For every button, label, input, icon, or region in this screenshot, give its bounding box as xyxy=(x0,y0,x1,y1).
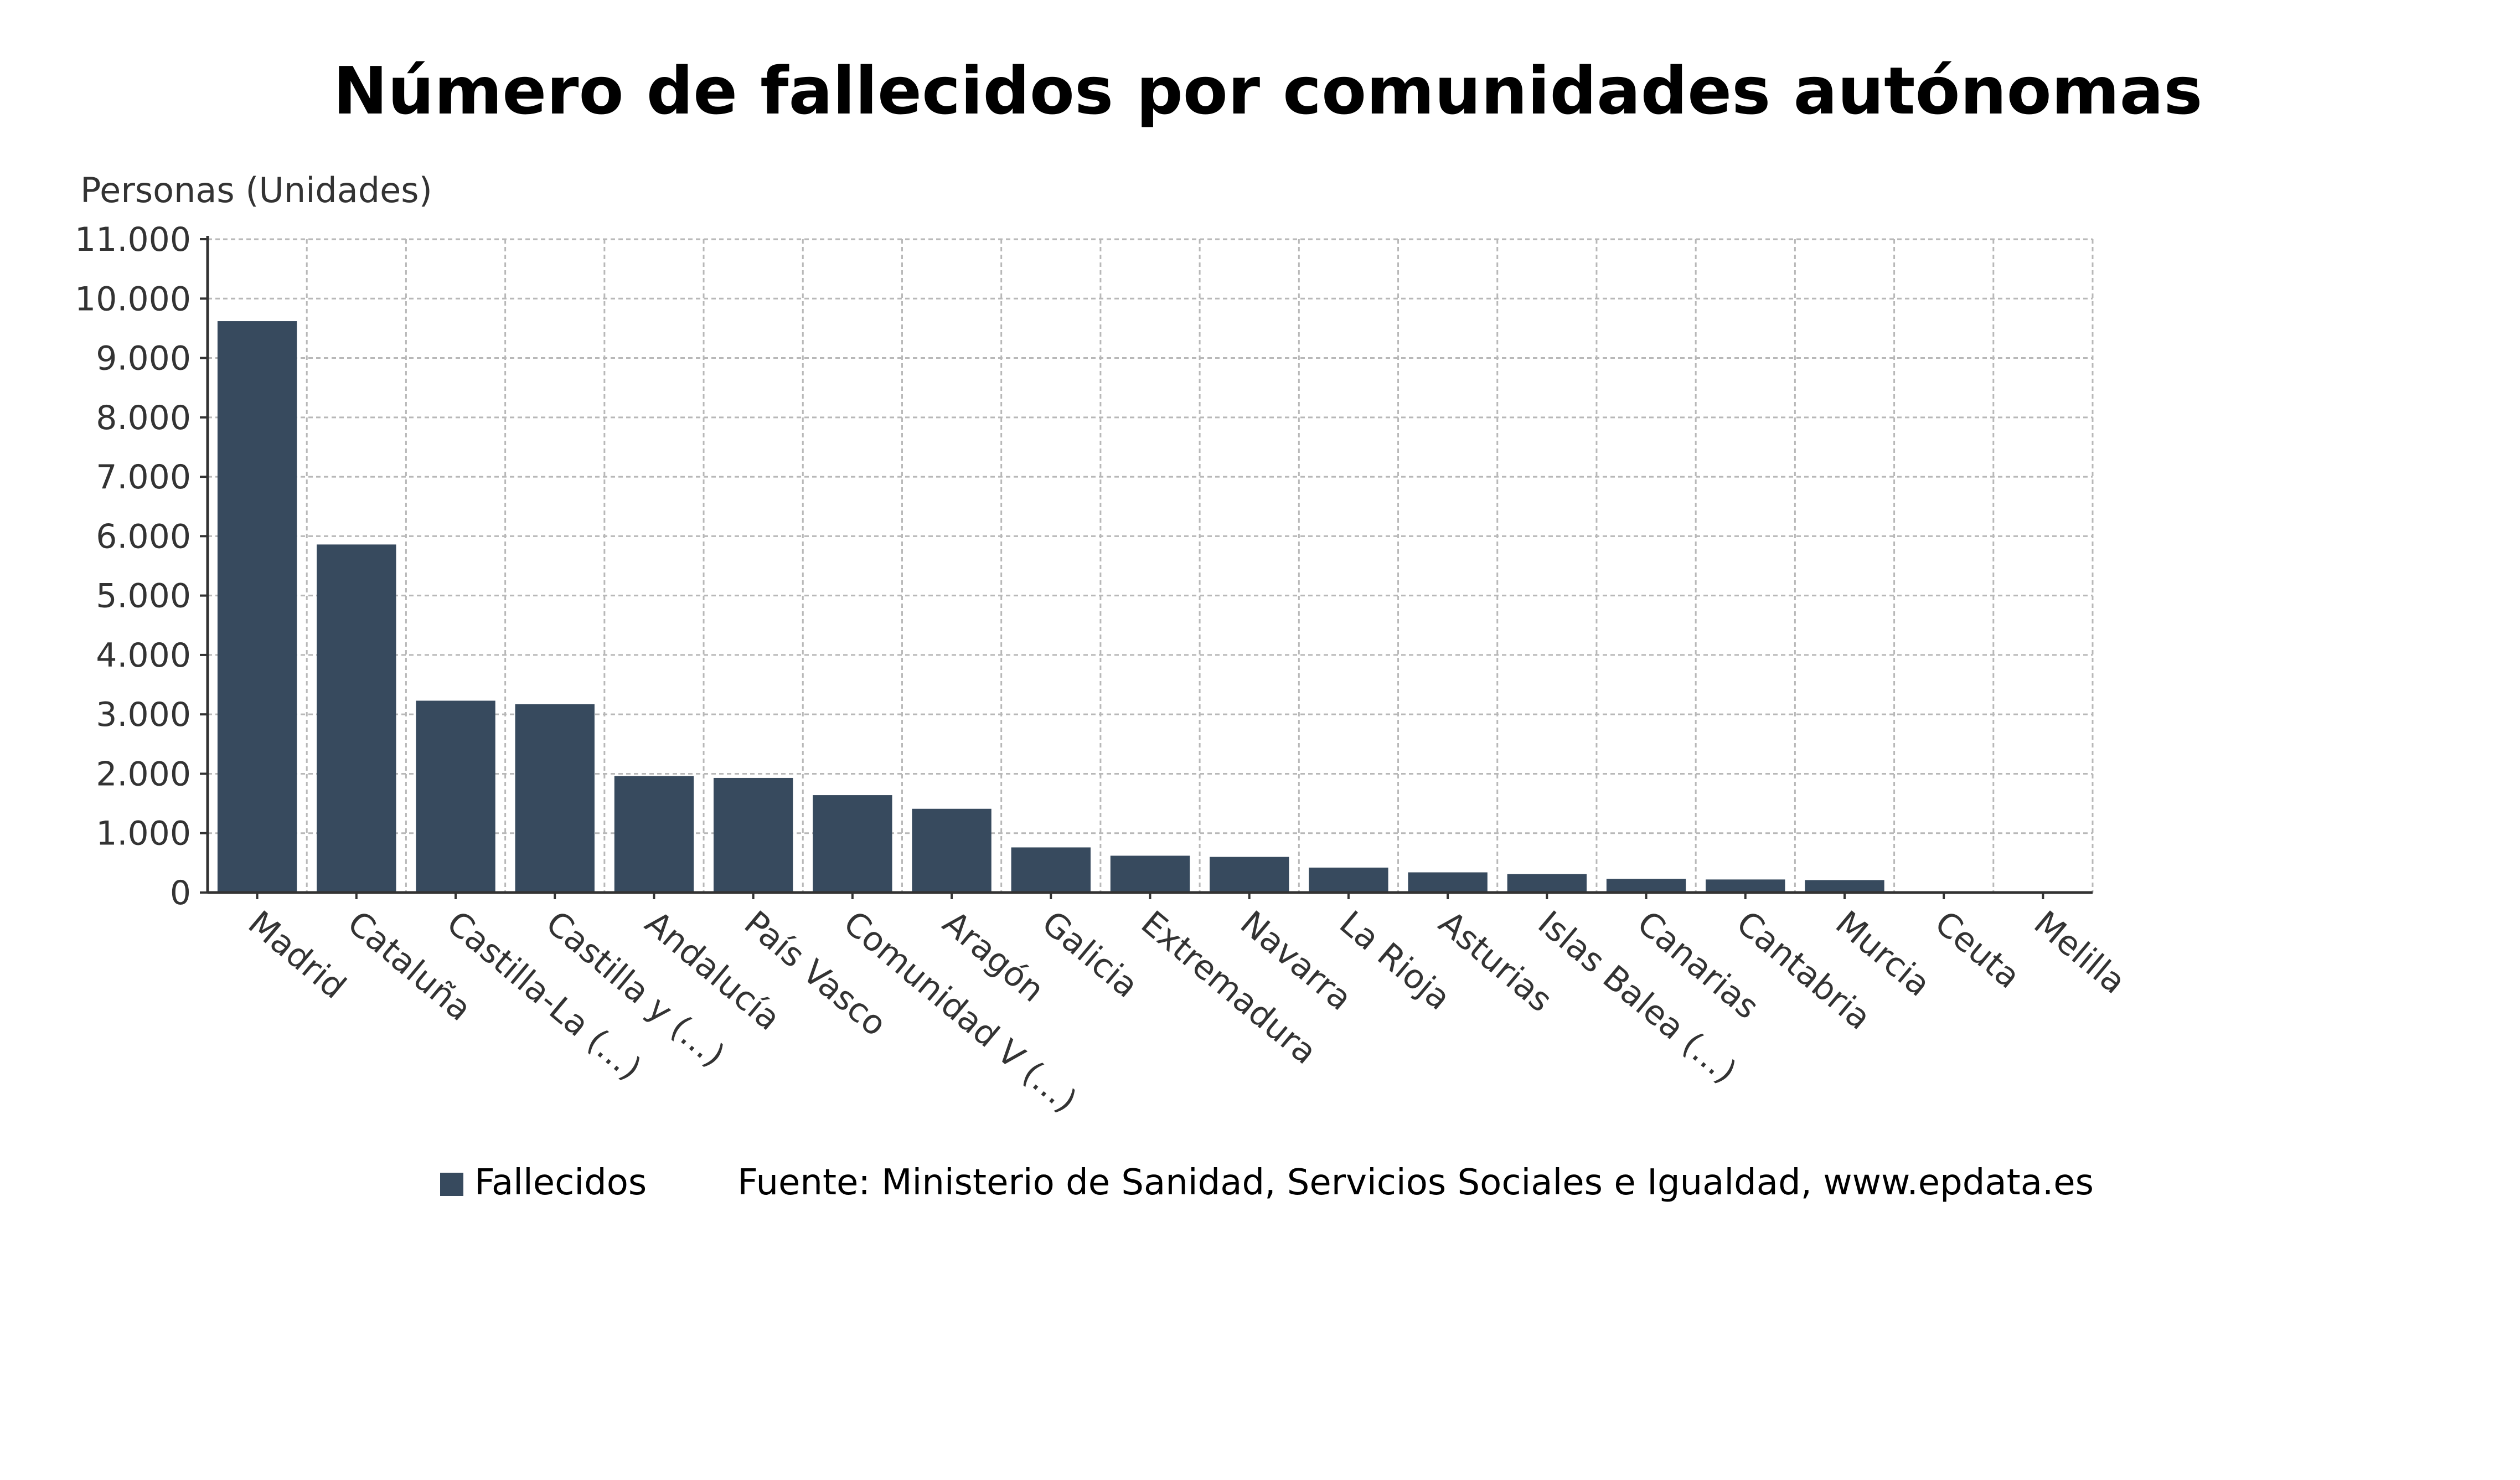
y-tick-label: 10.000 xyxy=(75,280,191,318)
axes xyxy=(200,236,2093,899)
legend: Fallecidos xyxy=(440,1162,647,1203)
x-tick-label: La Rioja xyxy=(1332,904,1458,1018)
x-tick-label: Madrid xyxy=(241,904,353,1007)
y-tick-labels: 0 1.000 2.000 3.000 4.000 5.000 6.000 7.000 8.00… xyxy=(75,220,191,912)
bar-islas-balea xyxy=(1507,874,1587,893)
y-tick-label: 3.000 xyxy=(96,695,191,734)
bar-asturias xyxy=(1408,872,1488,893)
y-tick-label: 9.000 xyxy=(96,339,191,378)
chart-title: Número de fallecidos por comunidades aut… xyxy=(333,53,2203,129)
bar-extremadura xyxy=(1110,855,1190,893)
bar-madrid xyxy=(217,321,297,893)
gridlines xyxy=(208,238,2094,893)
bar-castilla-y xyxy=(515,704,595,893)
bar-navarra xyxy=(1210,857,1289,893)
y-tick-label: 5.000 xyxy=(96,577,191,616)
bar-cantabria xyxy=(1706,879,1785,893)
x-tick-label: Melilla xyxy=(2027,904,2133,1002)
y-tick-label: 6.000 xyxy=(96,517,191,556)
bar-aragón xyxy=(912,808,992,893)
y-tick-label: 2.000 xyxy=(96,755,191,793)
legend-label: Fallecidos xyxy=(474,1162,647,1203)
bars xyxy=(217,321,2083,893)
bar-murcia xyxy=(1805,880,1884,893)
bar-castilla-la xyxy=(416,700,495,893)
bar-la-rioja xyxy=(1309,867,1388,893)
x-tick-label: Extremadura xyxy=(1134,904,1324,1072)
bar-canarias xyxy=(1606,879,1686,893)
y-tick-label: 4.000 xyxy=(96,636,191,675)
x-tick-label: Galicia xyxy=(1035,904,1146,1005)
y-tick-label: 1.000 xyxy=(96,814,191,853)
y-tick-label: 8.000 xyxy=(96,399,191,437)
x-tick-label: Ceuta xyxy=(1928,904,2028,996)
y-tick-label: 0 xyxy=(170,874,191,912)
bar-país-vasco xyxy=(713,777,793,893)
bar-comunidad-v xyxy=(813,795,892,893)
bar-cataluña xyxy=(317,544,396,893)
legend-swatch xyxy=(440,1173,463,1196)
bar-andalucía xyxy=(614,776,694,893)
source-note: Fuente: Ministerio de Sanidad, Servicios… xyxy=(737,1162,2094,1203)
y-tick-label: 11.000 xyxy=(75,220,191,259)
bar-galicia xyxy=(1011,847,1091,893)
y-tick-label: 7.000 xyxy=(96,458,191,497)
y-axis-label: Personas (Unidades) xyxy=(80,170,432,210)
